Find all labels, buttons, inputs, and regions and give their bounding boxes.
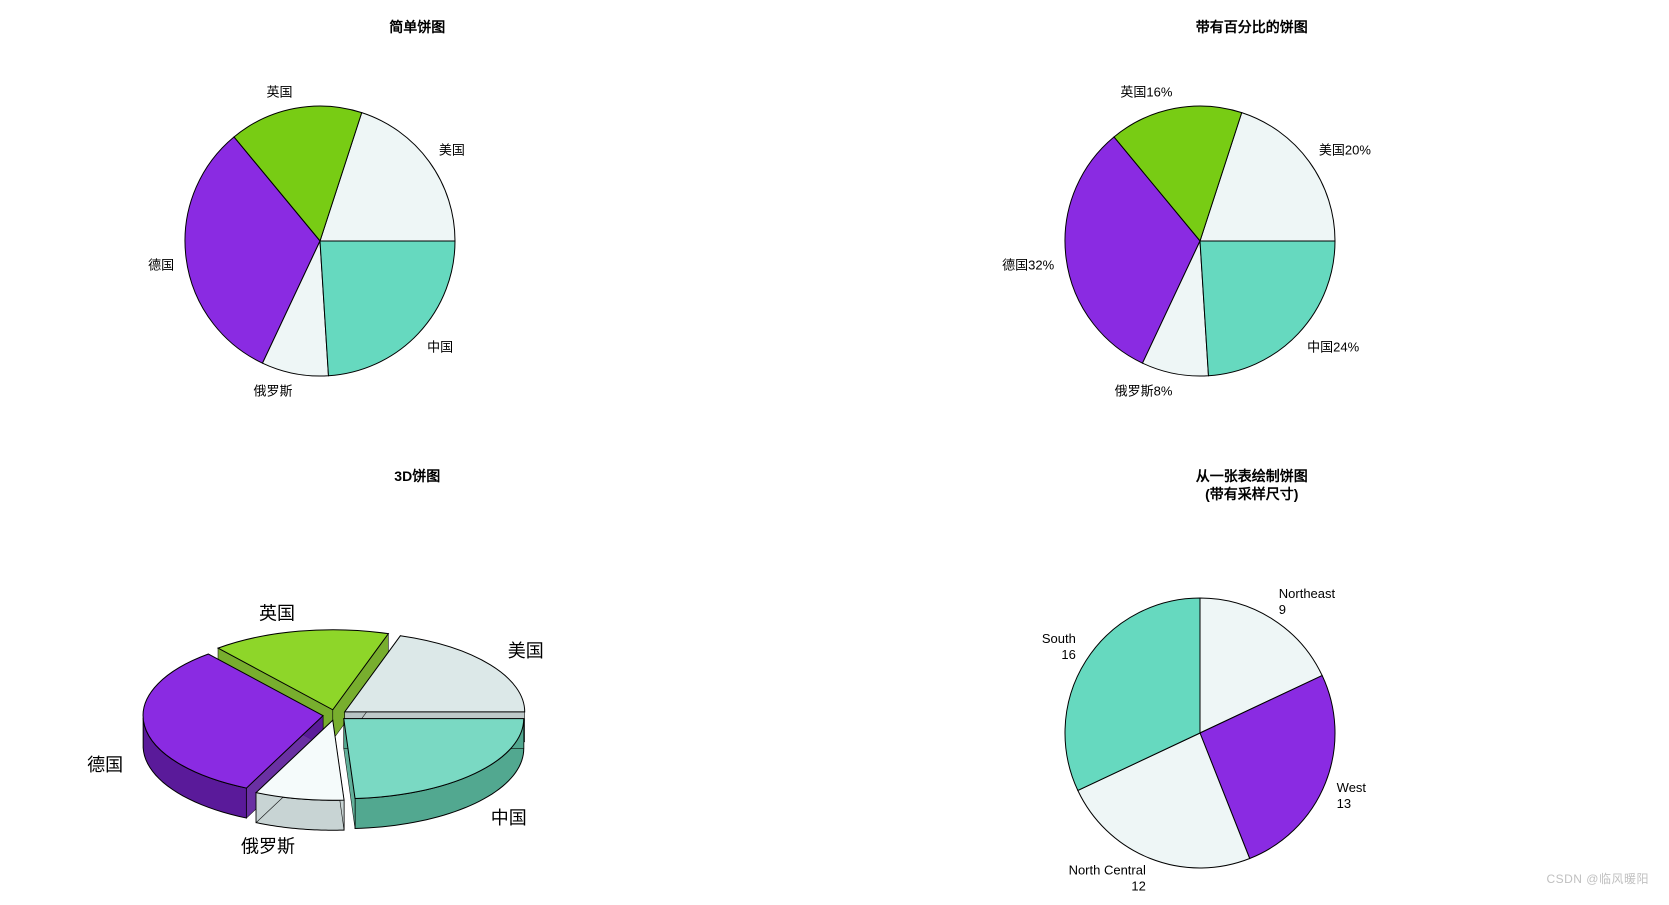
slice-label: Northeast [1278, 586, 1335, 601]
slice-label-value: 16 [1061, 647, 1075, 662]
panel-table-pie: 从一张表绘制饼图 (带有采样尺寸) Northeast9 West13 North … [835, 449, 1669, 898]
slice-label: 中国 [491, 808, 527, 828]
chart4-title-line2: (带有采样尺寸) [1205, 486, 1298, 502]
chart2-title: 带有百分比的饼图 [1196, 18, 1308, 36]
slice-label: North Central [1068, 863, 1145, 878]
chart3-svg: 美国 英国德国俄罗斯 中国 [0, 485, 670, 905]
panel-3d-pie: 3D饼图 美国 英国德国俄罗斯 中国 [0, 449, 835, 898]
slice-label: 英国 [266, 85, 292, 100]
chart1-title: 简单饼图 [389, 18, 445, 36]
slice-label: 中国 [427, 340, 453, 355]
pie-slice [1200, 241, 1335, 376]
chart3-title: 3D饼图 [394, 467, 440, 485]
slice-label: West [1336, 780, 1366, 795]
slice-label: 英国16% [1120, 85, 1172, 100]
slice-label: 俄罗斯 [253, 384, 292, 399]
slice-label: 俄罗斯 [241, 836, 295, 856]
chart4-title-line1: 从一张表绘制饼图 [1196, 468, 1308, 484]
slice-label: 俄罗斯8% [1114, 384, 1172, 399]
slice-label: 中国24% [1307, 340, 1359, 355]
slice-label: 美国 [439, 143, 465, 158]
chart2-svg: 美国20% 英国16% 德国32% 俄罗斯8% 中国24% [835, 36, 1565, 436]
watermark: CSDN @临风暖阳 [1546, 870, 1649, 887]
chart4-title: 从一张表绘制饼图 (带有采样尺寸) [1196, 467, 1308, 503]
slice-label: 美国20% [1318, 143, 1370, 158]
slice-label: 德国 [148, 258, 174, 273]
slice-label: 美国 [508, 641, 544, 661]
slice-label-value: 9 [1278, 602, 1285, 617]
slice-label-value: 12 [1131, 879, 1145, 894]
chart1-svg: 美国 英国德国俄罗斯 中国 [0, 36, 640, 436]
slice-label: South [1041, 631, 1075, 646]
pie-slice [320, 241, 455, 376]
panel-simple-pie: 简单饼图 美国 英国德国俄罗斯 中国 [0, 0, 835, 449]
panel-pct-pie: 带有百分比的饼图 美国20% 英国16% 德国32% 俄罗斯8% 中国24% [835, 0, 1669, 449]
slice-label: 英国 [259, 603, 295, 623]
slice-label: 德国32% [1002, 258, 1054, 273]
slice-label: 德国 [87, 755, 123, 775]
chart4-svg: Northeast9 West13 North Central12 South16 [835, 503, 1565, 903]
slice-label-value: 13 [1336, 796, 1350, 811]
